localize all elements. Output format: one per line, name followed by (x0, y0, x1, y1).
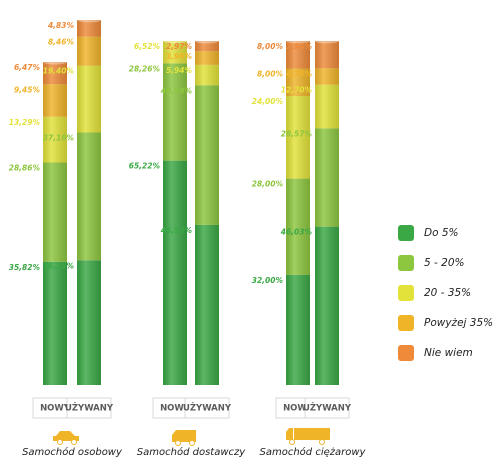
value-label: 24,00% (252, 97, 284, 106)
value-label: 8,00% (257, 42, 284, 51)
bar-shine (315, 40, 339, 385)
bar-shine (163, 40, 187, 385)
van-icon (172, 430, 196, 446)
value-label: 46,03% (281, 228, 313, 237)
value-label: 2,97% (166, 42, 193, 51)
group-label: Samochód dostawczy (137, 446, 246, 458)
legend-label: Do 5% (424, 227, 459, 239)
legend-label: 5 - 20% (424, 257, 465, 269)
value-label: 32,00% (252, 276, 284, 285)
bar-cap (315, 38, 339, 44)
value-label: 4,83% (48, 21, 75, 30)
value-label: 8,46% (48, 38, 75, 47)
group-label: Samochód ciężarowy (260, 446, 367, 458)
value-label: 28,86% (9, 163, 41, 172)
group-label: Samochód osobowy (22, 446, 123, 458)
car-icon (53, 431, 79, 445)
category-label: UŻYWANY (65, 403, 114, 414)
category-box (184, 397, 230, 419)
bar-cap (43, 59, 67, 65)
value-label: 7,94% (286, 42, 313, 51)
value-label: 4,76% (286, 69, 313, 78)
legend-swatch (398, 345, 414, 361)
legend-label: Powyżej 35% (424, 317, 493, 329)
bar-shine (43, 62, 67, 385)
value-label: 40,59% (161, 86, 193, 95)
value-label: 35,82% (9, 263, 41, 272)
legend-swatch (398, 315, 414, 331)
bar-cap (195, 38, 219, 44)
bar-shine (286, 40, 310, 385)
category-label: NOWY (40, 404, 71, 414)
legend-label: Nie wiem (424, 347, 473, 359)
value-label: 6,52% (134, 42, 161, 51)
truck-icon (286, 428, 330, 445)
value-label: 65,22% (129, 162, 161, 171)
category-box (304, 397, 350, 419)
bar-cap (163, 38, 187, 44)
category-label: UŻYWANY (183, 403, 232, 414)
category-label: UŻYWANY (303, 403, 352, 414)
value-label: 9,45% (14, 85, 41, 94)
value-label: 8,00% (257, 70, 284, 79)
value-label: 3,96% (166, 52, 193, 61)
legend-swatch (398, 285, 414, 301)
value-label: 28,26% (129, 64, 161, 73)
value-label: 28,00% (252, 180, 284, 189)
category-box (66, 397, 112, 419)
category-label: NOWY (283, 404, 314, 414)
bar-shine (77, 20, 101, 385)
bar-cap (286, 38, 310, 44)
value-label: 12,70% (281, 86, 313, 95)
value-label: 46,53% (161, 226, 193, 235)
value-label: 5,94% (166, 66, 193, 75)
value-label: 36,25% (43, 261, 75, 270)
value-label: 6,47% (14, 63, 41, 72)
bar-cap (77, 17, 101, 23)
legend-label: 20 - 35% (424, 287, 471, 299)
value-label: 13,29% (9, 118, 41, 127)
value-label: 37,16% (43, 133, 75, 142)
legend-swatch (398, 225, 414, 241)
value-label: 28,57% (281, 129, 313, 138)
legend-swatch (398, 255, 414, 271)
bar-shine (195, 41, 219, 386)
value-label: 19,40% (43, 67, 75, 76)
category-label: NOWY (160, 404, 191, 414)
